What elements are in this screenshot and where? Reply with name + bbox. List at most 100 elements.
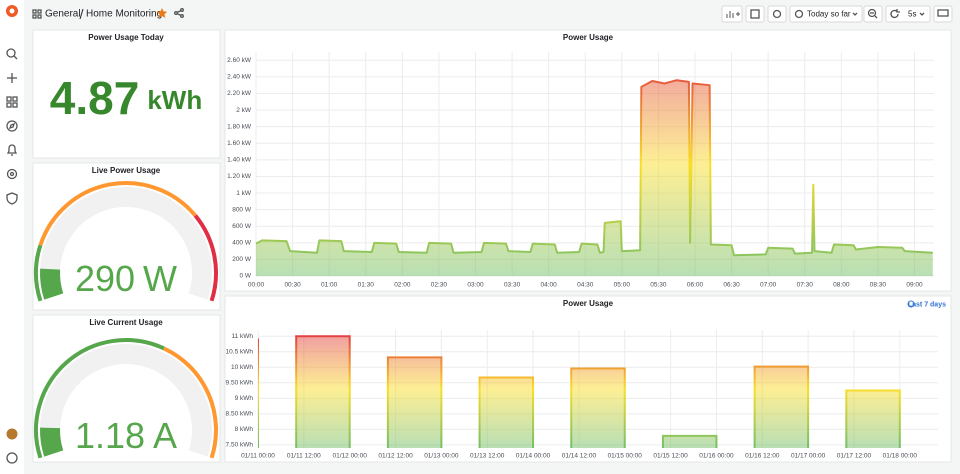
bar (662, 435, 717, 448)
gauge-number: 1.18 (75, 415, 145, 456)
y-tick-label: 2 kW (236, 107, 252, 114)
y-tick-label: 0 W (239, 273, 251, 280)
time-range: Today so far (807, 10, 851, 19)
y-tick-label: 1 kW (236, 190, 252, 197)
share-button[interactable] (174, 8, 184, 18)
x-tick-label: 07:00 (760, 282, 777, 289)
y-tick-label: 2.20 kW (227, 90, 252, 97)
refresh-interval: 5s (908, 10, 916, 19)
zoom-out-button[interactable] (863, 5, 883, 23)
bar-outline (386, 356, 443, 448)
x-tick-label: 01:00 (321, 282, 338, 289)
x-tick-label: 01/17 00:00 (791, 453, 826, 460)
dashboards-icon[interactable] (6, 96, 18, 108)
y-tick-label: 400 W (232, 240, 252, 247)
sidebar (0, 0, 24, 474)
avatar[interactable] (6, 428, 18, 440)
panel-title: Power Usage (563, 33, 614, 42)
gauge-value (40, 427, 64, 457)
gauge-value-label: 1.18 A (75, 415, 177, 456)
explore-icon[interactable] (6, 120, 18, 132)
dashboards-crumb-icon (32, 9, 42, 19)
y-tick-label: 9.50 kWh (226, 380, 254, 387)
bar-outline (478, 376, 535, 448)
time-override-icon (907, 300, 915, 308)
x-tick-label: 04:00 (541, 282, 558, 289)
x-tick-label: 06:30 (723, 282, 740, 289)
panel-title: Live Power Usage (92, 166, 161, 175)
x-tick-label: 00:30 (284, 282, 301, 289)
y-tick-label: 10 kWh (231, 364, 253, 371)
x-tick-label: 02:30 (431, 282, 448, 289)
time-picker[interactable] (789, 5, 863, 23)
x-tick-label: 01/13 00:00 (424, 453, 459, 460)
threshold-band (38, 181, 197, 246)
bar-outline (845, 389, 901, 448)
x-tick-label: 01/11 12:00 (287, 453, 321, 460)
y-tick-label: 10.5 kWh (226, 348, 254, 355)
x-tick-label: 01/17 12:00 (837, 453, 872, 460)
x-tick-label: 01/14 12:00 (562, 453, 597, 460)
x-tick-label: 01/13 12:00 (470, 453, 505, 460)
panel-title: Power Usage (563, 299, 614, 308)
settings-button[interactable] (767, 5, 787, 23)
x-tick-label: 01/12 00:00 (333, 453, 368, 460)
threshold-band (34, 244, 43, 302)
star-button[interactable] (156, 8, 168, 18)
bar-outline (295, 335, 351, 448)
stat-number: 4.87 (50, 72, 140, 124)
create-icon[interactable] (7, 73, 17, 83)
x-tick-label: 01/16 00:00 (699, 453, 734, 460)
tv-mode-button[interactable] (933, 5, 953, 23)
nav-icons (6, 48, 18, 464)
config-icon[interactable] (6, 168, 18, 180)
x-tick-label: 05:30 (650, 282, 667, 289)
bar (754, 366, 809, 448)
settings-icon (772, 9, 782, 19)
bar (846, 390, 900, 448)
save-icon (750, 9, 760, 19)
breadcrumb-folder[interactable]: General (45, 9, 81, 20)
area-fill (256, 80, 933, 277)
gauge-unit: W (143, 258, 177, 299)
x-tick-label: 08:30 (870, 282, 887, 289)
x-tick-label: 03:30 (504, 282, 521, 289)
y-tick-label: 1.40 kW (227, 157, 252, 164)
panel (32, 29, 221, 159)
threshold-band (163, 346, 218, 459)
x-tick-label: 08:00 (833, 282, 850, 289)
breadcrumb-separator (79, 8, 84, 20)
x-tick-label: 01/14 00:00 (516, 453, 551, 460)
gauge-unit: A (153, 415, 177, 456)
bar (479, 377, 534, 448)
x-tick-label: 01/18 00:00 (883, 453, 918, 460)
add-panel-icon (726, 11, 740, 18)
x-tick-label: 02:00 (394, 282, 411, 289)
y-tick-label: 8.50 kWh (226, 411, 254, 418)
x-tick-label: 09:00 (906, 282, 923, 289)
bar (296, 336, 350, 448)
help-icon[interactable] (6, 452, 18, 464)
stat-unit: kWh (147, 85, 202, 115)
bar (387, 357, 442, 448)
panel-title: Power Usage Today (88, 33, 164, 42)
x-tick-label: 01/11 00:00 (241, 453, 275, 460)
x-tick-label: 01/12 12:00 (378, 453, 413, 460)
chevron (919, 12, 925, 16)
x-tick-label: 07:30 (797, 282, 814, 289)
y-tick-label: 1.60 kW (227, 140, 252, 147)
bar-outline (570, 367, 626, 448)
threshold-band (34, 338, 165, 459)
x-tick-label: 01/15 00:00 (608, 453, 643, 460)
y-tick-label: 800 W (232, 206, 252, 213)
search-icon[interactable] (6, 48, 18, 60)
save-button[interactable] (745, 5, 765, 23)
x-tick-label: 01/16 12:00 (745, 453, 780, 460)
alerting-icon[interactable] (6, 144, 18, 156)
admin-icon[interactable] (6, 192, 18, 205)
x-tick-label: 01/15 12:00 (653, 453, 688, 460)
bar-outline (661, 434, 718, 448)
y-tick-label: 8 kWh (235, 426, 254, 433)
y-tick-label: 1.80 kW (227, 123, 252, 130)
